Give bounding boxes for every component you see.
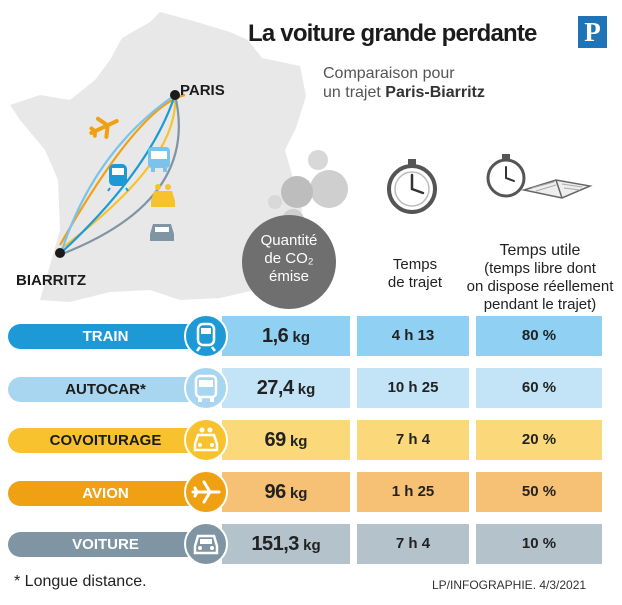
duration-cell-voiture: 7 h 4 — [357, 524, 469, 564]
car-icon — [184, 522, 228, 566]
subtitle-line1: Comparaison pour — [323, 65, 455, 82]
paris-dot — [170, 90, 180, 100]
co2-header-circle — [242, 215, 336, 309]
mode-label-voiture: VOITURE — [8, 532, 203, 557]
mode-label-autocar: AUTOCAR* — [8, 377, 203, 402]
useful-cell-avion: 50 % — [476, 472, 602, 512]
bus-icon — [184, 366, 228, 410]
useful-header-line2: (temps libre dont — [484, 260, 596, 277]
city-paris-label: PARIS — [180, 82, 225, 99]
biarritz-dot — [55, 248, 65, 258]
co2-unit: kg — [289, 485, 308, 502]
page-title: La voiture grande perdante — [248, 20, 537, 47]
co2-unit: kg — [303, 537, 321, 554]
duration-cell-covoiturage: 7 h 4 — [357, 420, 469, 460]
subtitle: Comparaison pour un trajet Paris-Biarrit… — [323, 64, 485, 102]
co2-value: 1,6 — [262, 325, 289, 347]
map-plane-icon — [89, 116, 119, 139]
useful-cell-voiture: 10 % — [476, 524, 602, 564]
column-header-duration: Temps de trajet — [370, 256, 460, 292]
useful-header-line4: pendant le trajet) — [483, 296, 597, 313]
duration-cell-autocar: 10 h 25 — [357, 368, 469, 408]
column-header-co2: Quantité de CO₂ émise — [242, 232, 336, 286]
duration-cell-avion: 1 h 25 — [357, 472, 469, 512]
subtitle-line2-bold: Paris-Biarritz — [385, 84, 485, 101]
column-header-useful-time: Temps utile (temps libre dont on dispose… — [460, 242, 620, 314]
co2-value: 27,4 — [256, 377, 294, 399]
useful-header-line3: on dispose réellement — [466, 278, 614, 295]
co2-cell-train: 1,6 kg — [222, 316, 350, 356]
map-car-icon — [150, 224, 174, 241]
useful-cell-train: 80 % — [476, 316, 602, 356]
duration-header-line1: Temps — [392, 256, 438, 273]
co2-unit: kg — [297, 381, 316, 398]
clock-and-book-icon — [486, 154, 593, 199]
subtitle-line2-prefix: un trajet — [323, 84, 386, 101]
map-train-icon — [107, 164, 129, 192]
useful-cell-covoiturage: 20 % — [476, 420, 602, 460]
co2-unit: kg — [292, 329, 310, 346]
mode-label-train: TRAIN — [8, 324, 203, 349]
le-parisien-logo: P — [578, 16, 607, 48]
co2-bubbles-decoration — [268, 150, 348, 230]
co2-cell-voiture: 151,3 kg — [222, 524, 350, 564]
co2-header-line3: émise — [268, 268, 309, 285]
carpool-car-icon — [184, 418, 228, 462]
co2-value: 151,3 — [251, 533, 299, 555]
city-biarritz-label: BIARRITZ — [16, 272, 86, 289]
credit: LP/INFOGRAPHIE. 4/3/2021 — [432, 578, 587, 592]
co2-unit: kg — [289, 433, 308, 450]
co2-header-line1: Quantité — [260, 232, 318, 249]
co2-cell-autocar: 27,4 kg — [222, 368, 350, 408]
duration-header-line2: de trajet — [387, 274, 443, 291]
co2-header-line2: de CO₂ — [264, 250, 314, 267]
mode-label-avion: AVION — [8, 481, 203, 506]
plane-icon — [184, 470, 228, 514]
map-carpool-icon — [151, 184, 175, 207]
mode-label-covoiturage: COVOITURAGE — [8, 428, 203, 453]
footnote: * Longue distance. — [14, 573, 147, 590]
map-bus-icon — [148, 147, 170, 172]
train-icon — [184, 314, 228, 358]
stopwatch-icon — [387, 159, 437, 214]
france-map — [10, 12, 306, 302]
useful-cell-autocar: 60 % — [476, 368, 602, 408]
co2-value: 69 — [264, 429, 287, 451]
co2-cell-avion: 96 kg — [222, 472, 350, 512]
useful-header-line1: Temps utile — [499, 242, 581, 259]
co2-value: 96 — [264, 481, 287, 503]
co2-cell-covoiturage: 69 kg — [222, 420, 350, 460]
duration-cell-train: 4 h 13 — [357, 316, 469, 356]
